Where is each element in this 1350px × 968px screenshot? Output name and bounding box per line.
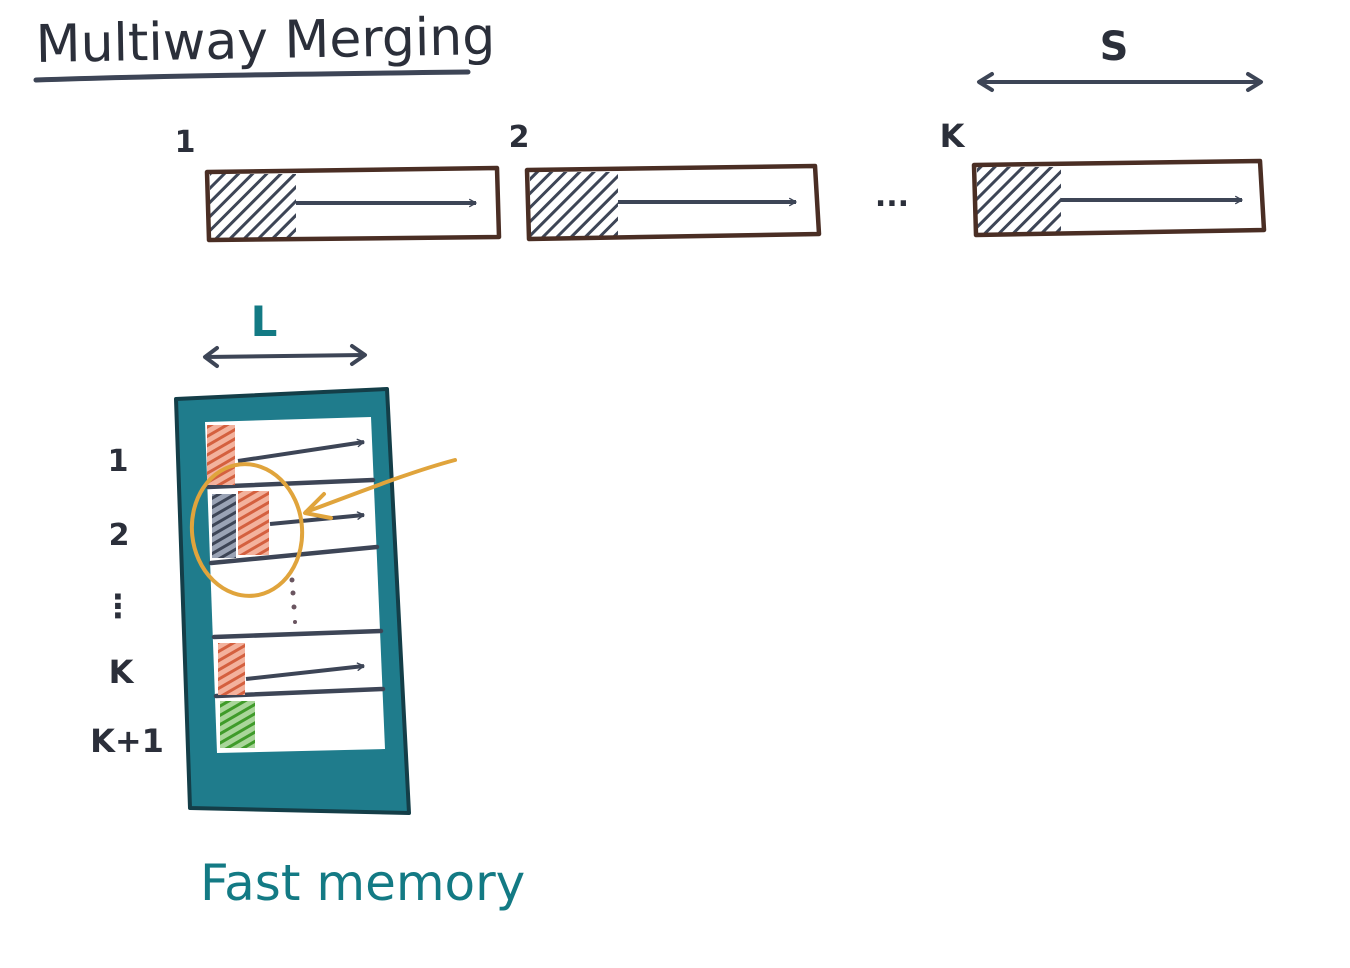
run-k-consumed-block [977,167,1061,233]
run-size-label: S [1100,24,1129,70]
buffer-k-head-block [218,643,245,695]
buffer-1-arrow [237,438,365,463]
buffer-width-label: L [251,297,278,346]
highlight-circle [189,462,305,598]
highlight-pointer-arrow [304,458,457,514]
buffer-row-label-2: 2 [109,518,130,553]
page-title: Multiway Merging [35,7,496,75]
run-k-box [971,158,1267,238]
buffer-k-arrow [245,662,365,681]
run-size-double-arrow [977,72,1263,92]
buffer-2-head-block [238,491,269,555]
buffer-row-label-ellipsis: ⋮ [102,587,134,625]
fast-memory-caption: Fast memory [200,854,525,912]
run-1-box [204,165,502,243]
run-2-box [524,163,822,242]
title-underline [33,69,471,83]
buffer-row-label-k: K [109,653,135,691]
buffer-width-double-arrow [203,344,367,368]
sorted-run-k [971,158,1267,238]
highlight-pointer-head [303,492,333,520]
sorted-run-1 [204,165,502,243]
buffer-2-arrow [269,511,365,526]
run-2-consumed-block [530,172,618,237]
runs-ellipsis: ... [875,179,909,214]
buffer-row-label-1: 1 [108,444,129,479]
run-1-consumed-block [210,174,296,238]
run-label-k: K [940,117,966,155]
buffer-row-dividers [205,477,386,699]
buffer-2-output-block [212,494,236,558]
run-label-1: 1 [175,125,196,160]
sorted-run-2 [524,163,822,242]
output-buffer-block [220,701,255,748]
buffer-row-label-k-plus-1: K+1 [90,722,164,760]
run-label-2: 2 [509,120,530,155]
fast-memory [174,387,457,815]
buffer-ellipsis-dots [289,577,297,624]
